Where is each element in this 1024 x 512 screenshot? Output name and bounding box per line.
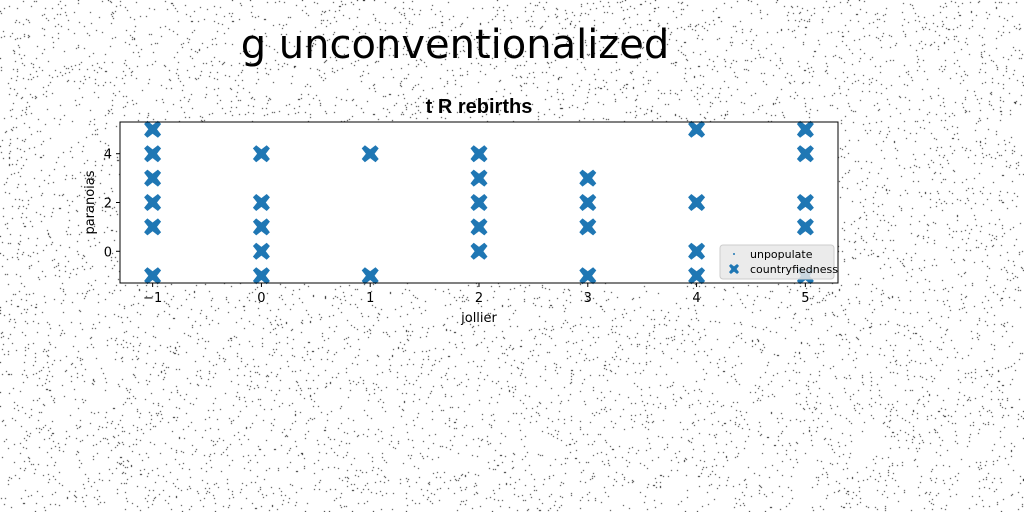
y-tick-label: 4 [104, 148, 112, 163]
points-layer [144, 120, 814, 285]
data-point-x-marker [470, 145, 488, 163]
data-point-x-marker [796, 194, 814, 211]
ticks-layer: −1 0 1 2 3 4 5 0 2 4 [104, 148, 810, 306]
y-axis-label: paranoias [83, 170, 98, 234]
x-tick-label: 3 [584, 291, 592, 306]
data-point-x-marker [144, 194, 162, 211]
data-point-x-marker [796, 145, 814, 163]
y-tick-label: 0 [104, 245, 112, 260]
data-point-x-marker [688, 242, 706, 260]
data-point-x-marker [688, 194, 706, 211]
data-point-x-marker [579, 169, 597, 187]
x-tick-label: −1 [143, 291, 162, 306]
data-point-x-marker [579, 267, 597, 285]
data-point-x-marker [470, 194, 488, 211]
data-point-x-marker [144, 120, 162, 138]
data-point-x-marker [796, 120, 814, 138]
data-point-x-marker [470, 169, 488, 187]
data-point-x-marker [361, 267, 379, 285]
data-point-x-marker [688, 267, 706, 285]
data-point-x-marker [252, 218, 270, 236]
chart-title: t R rebirths [426, 96, 533, 118]
data-point-x-marker [470, 242, 488, 260]
data-point-x-marker [144, 169, 162, 187]
x-tick-label: 0 [257, 291, 265, 306]
x-axis-label: jollier [460, 311, 497, 326]
x-tick-label: 1 [366, 291, 374, 306]
x-tick-label: 2 [475, 291, 483, 306]
data-point-x-marker [470, 218, 488, 236]
data-point-x-marker [796, 218, 814, 236]
legend: unpopulate countryfiedness [719, 244, 838, 280]
data-point-x-marker [579, 194, 597, 211]
legend-label: unpopulate [750, 248, 813, 261]
data-point-x-marker [361, 145, 379, 163]
legend-marker-dot [733, 253, 735, 255]
data-point-x-marker [688, 120, 706, 138]
data-point-x-marker [252, 267, 270, 285]
data-point-x-marker [252, 242, 270, 260]
data-point-x-marker [252, 194, 270, 211]
figure-suptitle: g unconventionalized [240, 22, 670, 68]
data-point-x-marker [144, 218, 162, 236]
data-point-x-marker [144, 267, 162, 285]
data-point-x-marker [144, 145, 162, 163]
data-point-x-marker [252, 145, 270, 163]
legend-box [719, 244, 835, 280]
x-tick-label: 5 [801, 291, 809, 306]
data-point-x-marker [579, 218, 597, 236]
legend-marker-x [729, 264, 739, 274]
legend-label: countryfiedness [750, 263, 838, 276]
y-tick-label: 2 [104, 197, 112, 212]
x-tick-label: 4 [692, 291, 700, 306]
